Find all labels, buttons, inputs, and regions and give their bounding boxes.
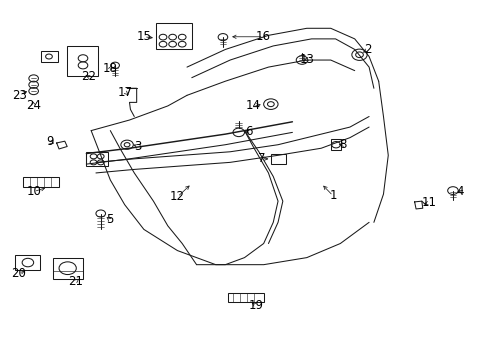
Text: 22: 22 — [81, 70, 96, 83]
Bar — [16, 255, 41, 270]
Bar — [156, 23, 191, 49]
Text: 17: 17 — [118, 86, 133, 99]
Bar — [86, 152, 108, 166]
Text: 1: 1 — [329, 189, 336, 202]
Bar — [67, 46, 98, 76]
Text: 7: 7 — [257, 152, 264, 165]
Text: 24: 24 — [26, 99, 41, 112]
Text: 23: 23 — [12, 89, 27, 102]
Bar — [41, 51, 58, 62]
Bar — [330, 139, 341, 150]
Text: 15: 15 — [136, 30, 151, 43]
Text: 4: 4 — [455, 185, 463, 198]
Text: 5: 5 — [105, 213, 113, 226]
Text: 12: 12 — [169, 190, 184, 203]
Text: 6: 6 — [245, 125, 252, 138]
Text: 14: 14 — [245, 99, 260, 112]
Bar — [270, 154, 285, 164]
Bar — [227, 293, 263, 302]
Text: 18: 18 — [102, 62, 118, 75]
Text: 21: 21 — [68, 275, 83, 288]
Text: 3: 3 — [134, 140, 142, 153]
Text: 2: 2 — [364, 43, 371, 56]
Text: 20: 20 — [11, 267, 26, 280]
Text: 9: 9 — [46, 135, 54, 148]
Bar — [23, 177, 59, 187]
Text: 10: 10 — [26, 185, 41, 198]
Text: 11: 11 — [421, 197, 436, 210]
Text: 16: 16 — [256, 30, 271, 43]
Text: 8: 8 — [338, 138, 346, 151]
Text: 13: 13 — [299, 53, 314, 66]
Text: 19: 19 — [248, 300, 264, 312]
Bar — [53, 258, 82, 279]
